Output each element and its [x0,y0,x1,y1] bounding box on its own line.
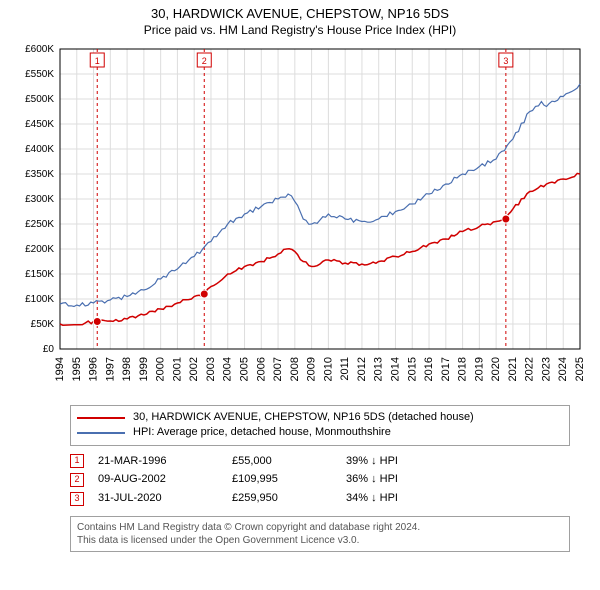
svg-text:1994: 1994 [54,357,66,381]
event-row: 3 31-JUL-2020 £259,950 34% ↓ HPI [70,489,570,508]
event-date: 31-JUL-2020 [98,489,218,508]
chart: £0 £50K £100K £150K £200K £250K £300K £350K £400… [0,39,600,399]
svg-text:£50K: £50K [31,319,55,330]
svg-text:£200K: £200K [25,244,54,255]
svg-text:1999: 1999 [138,357,150,381]
chart-titles: 30, HARDWICK AVENUE, CHEPSTOW, NP16 5DS … [0,0,600,39]
footer: Contains HM Land Registry data © Crown c… [70,516,570,552]
svg-text:2001: 2001 [171,357,183,381]
event-diff: 36% ↓ HPI [346,470,398,489]
svg-text:£350K: £350K [25,169,54,180]
title-line-1: 30, HARDWICK AVENUE, CHEPSTOW, NP16 5DS [4,6,596,21]
svg-text:1998: 1998 [121,357,133,381]
chart-svg: £0 £50K £100K £150K £200K £250K £300K £350K £400… [0,39,600,399]
svg-text:2013: 2013 [373,357,385,381]
svg-text:£600K: £600K [25,44,54,55]
svg-text:2005: 2005 [239,357,251,381]
svg-text:2012: 2012 [356,357,368,381]
legend-label: HPI: Average price, detached house, Monm… [133,425,391,440]
svg-text:2018: 2018 [457,357,469,381]
svg-text:1997: 1997 [104,357,116,381]
svg-text:2004: 2004 [222,357,234,381]
svg-text:2020: 2020 [490,357,502,381]
svg-text:2024: 2024 [557,357,569,381]
svg-text:2: 2 [202,56,207,66]
svg-text:£450K: £450K [25,119,54,130]
title-line-2: Price paid vs. HM Land Registry's House … [4,23,596,37]
svg-text:3: 3 [503,56,508,66]
svg-text:2015: 2015 [406,357,418,381]
svg-text:2007: 2007 [272,357,284,381]
svg-text:£300K: £300K [25,194,54,205]
legend-label: 30, HARDWICK AVENUE, CHEPSTOW, NP16 5DS … [133,410,474,425]
footer-line-2: This data is licensed under the Open Gov… [77,534,563,547]
svg-text:2011: 2011 [339,357,351,381]
footer-line-1: Contains HM Land Registry data © Crown c… [77,521,563,534]
svg-text:2006: 2006 [255,357,267,381]
event-diff: 39% ↓ HPI [346,452,398,471]
svg-text:2008: 2008 [289,357,301,381]
svg-text:£0: £0 [43,344,55,355]
svg-text:2022: 2022 [524,357,536,381]
svg-text:2010: 2010 [322,357,334,381]
legend-swatch [77,432,125,434]
event-row: 2 09-AUG-2002 £109,995 36% ↓ HPI [70,470,570,489]
event-marker: 2 [70,473,84,487]
legend: 30, HARDWICK AVENUE, CHEPSTOW, NP16 5DS … [70,405,570,446]
svg-text:1996: 1996 [88,357,100,381]
svg-text:2000: 2000 [155,357,167,381]
legend-row: HPI: Average price, detached house, Monm… [77,425,563,440]
event-row: 1 21-MAR-1996 £55,000 39% ↓ HPI [70,452,570,471]
event-price: £259,950 [232,489,332,508]
svg-text:£400K: £400K [25,144,54,155]
svg-text:2025: 2025 [574,357,586,381]
event-date: 09-AUG-2002 [98,470,218,489]
svg-text:1: 1 [95,56,100,66]
svg-text:2009: 2009 [306,357,318,381]
svg-text:£150K: £150K [25,269,54,280]
event-marker: 3 [70,492,84,506]
svg-text:2002: 2002 [188,357,200,381]
svg-text:£100K: £100K [25,294,54,305]
svg-text:£550K: £550K [25,69,54,80]
svg-text:2021: 2021 [507,357,519,381]
svg-text:2014: 2014 [389,357,401,381]
svg-text:2017: 2017 [440,357,452,381]
legend-swatch [77,417,125,419]
legend-row: 30, HARDWICK AVENUE, CHEPSTOW, NP16 5DS … [77,410,563,425]
event-marker: 1 [70,454,84,468]
event-price: £109,995 [232,470,332,489]
event-price: £55,000 [232,452,332,471]
event-diff: 34% ↓ HPI [346,489,398,508]
events-table: 1 21-MAR-1996 £55,000 39% ↓ HPI 2 09-AUG-2002… [70,452,570,508]
svg-text:£250K: £250K [25,219,54,230]
svg-text:2023: 2023 [540,357,552,381]
svg-text:£500K: £500K [25,94,54,105]
event-date: 21-MAR-1996 [98,452,218,471]
svg-text:2016: 2016 [423,357,435,381]
svg-text:1995: 1995 [71,357,83,381]
svg-text:2003: 2003 [205,357,217,381]
svg-text:2019: 2019 [473,357,485,381]
